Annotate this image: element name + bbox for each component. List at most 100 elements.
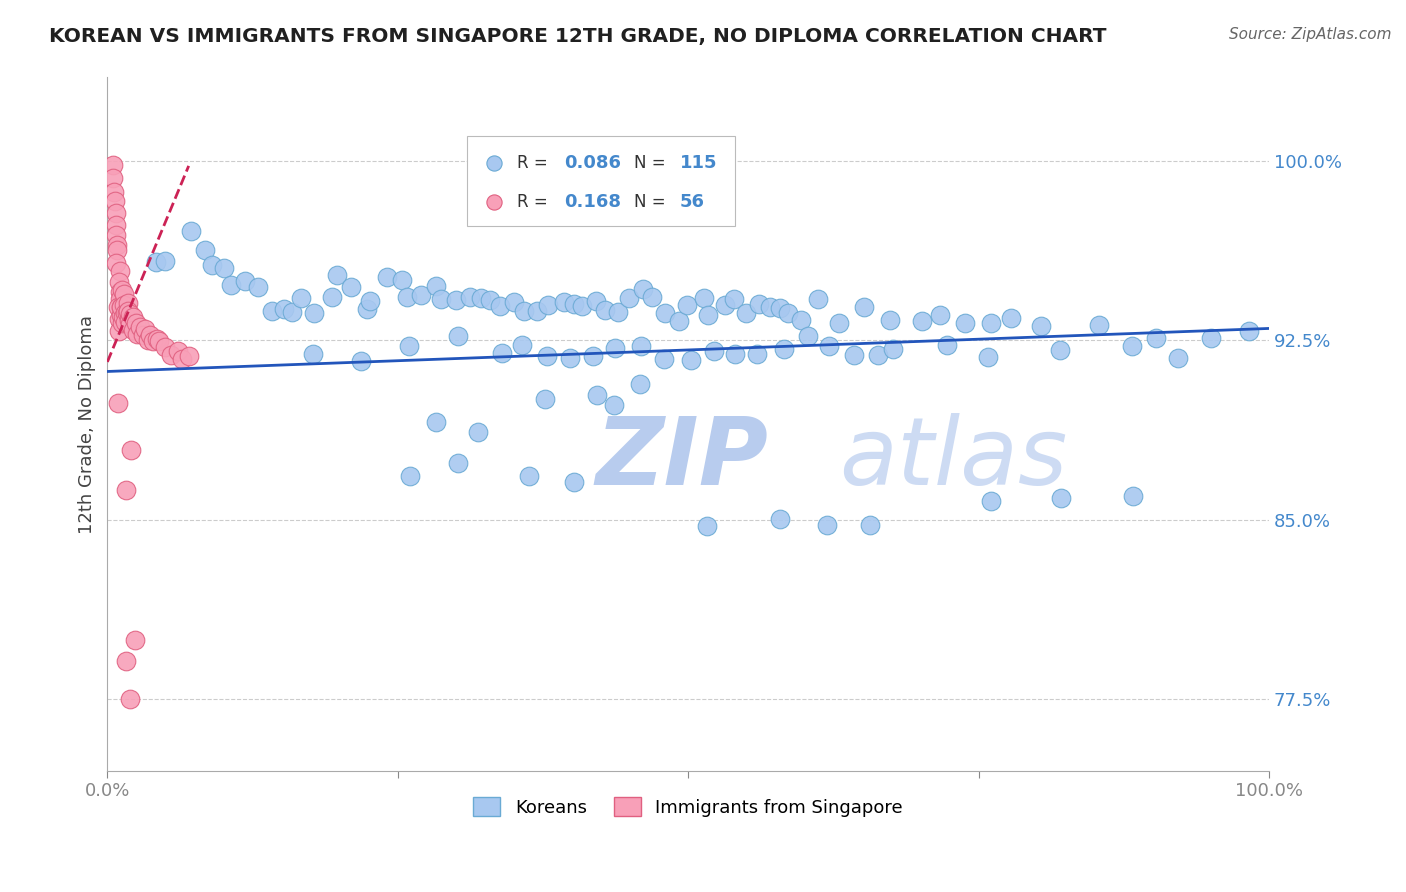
Point [108, 285, 131, 299]
Point [593, 302, 616, 317]
Text: N =: N = [634, 194, 671, 211]
Point [302, 347, 325, 361]
Point [980, 317, 1002, 331]
Point [136, 333, 159, 347]
Point [607, 304, 630, 318]
Point [108, 312, 131, 326]
Legend: Koreans, Immigrants from Singapore: Koreans, Immigrants from Singapore [465, 790, 910, 824]
Text: ZIP: ZIP [595, 413, 768, 505]
Point [510, 337, 533, 351]
Point [118, 307, 141, 321]
Point [470, 291, 492, 305]
Point [111, 310, 134, 325]
Point [564, 475, 586, 490]
Point [582, 349, 605, 363]
Point [105, 237, 128, 252]
Point [776, 305, 799, 319]
Point [513, 304, 536, 318]
Point [114, 315, 136, 329]
Point [447, 456, 470, 470]
Point [108, 264, 131, 278]
Point [101, 170, 124, 185]
Point [110, 300, 132, 314]
Text: Source: ZipAtlas.com: Source: ZipAtlas.com [1229, 27, 1392, 42]
Point [654, 306, 676, 320]
Text: R =: R = [517, 154, 554, 172]
Point [536, 349, 558, 363]
Point [772, 342, 794, 356]
Point [1000, 311, 1022, 326]
Point [444, 293, 467, 307]
Point [1029, 319, 1052, 334]
Point [399, 469, 422, 483]
Point [1144, 331, 1167, 345]
Point [517, 468, 540, 483]
Point [115, 483, 138, 498]
Point [134, 321, 156, 335]
Point [430, 292, 453, 306]
Point [692, 292, 714, 306]
Point [1237, 324, 1260, 338]
Point [212, 260, 235, 275]
Point [350, 354, 373, 368]
Point [112, 287, 135, 301]
Point [585, 388, 607, 402]
Text: 115: 115 [681, 154, 717, 172]
Point [114, 654, 136, 668]
Point [859, 518, 882, 533]
Point [179, 349, 201, 363]
Point [180, 223, 202, 237]
Point [560, 351, 582, 365]
Point [219, 278, 242, 293]
Point [304, 305, 326, 319]
Point [104, 194, 127, 209]
Point [194, 243, 217, 257]
Point [290, 291, 312, 305]
Point [724, 346, 747, 360]
Point [107, 395, 129, 409]
Text: atlas: atlas [839, 413, 1067, 504]
Point [145, 255, 167, 269]
Point [815, 518, 838, 533]
Text: 56: 56 [681, 194, 704, 211]
Text: KOREAN VS IMMIGRANTS FROM SINGAPORE 12TH GRADE, NO DIPLOMA CORRELATION CHART: KOREAN VS IMMIGRANTS FROM SINGAPORE 12TH… [49, 27, 1107, 45]
Point [882, 343, 904, 357]
Point [488, 299, 510, 313]
Point [980, 494, 1002, 508]
Point [734, 305, 756, 319]
Point [201, 259, 224, 273]
Point [117, 295, 139, 310]
Point [585, 293, 607, 308]
Point [273, 301, 295, 316]
Point [121, 323, 143, 337]
Point [676, 297, 699, 311]
Text: R =: R = [517, 194, 554, 211]
Point [842, 348, 865, 362]
Point [458, 290, 481, 304]
Point [1050, 491, 1073, 505]
Point [105, 256, 128, 270]
Point [103, 185, 125, 199]
Point [807, 292, 830, 306]
Point [479, 293, 502, 307]
Point [911, 314, 934, 328]
Point [110, 301, 132, 315]
Point [748, 297, 770, 311]
Point [571, 300, 593, 314]
Point [769, 512, 792, 526]
Point [534, 392, 557, 406]
Point [723, 293, 745, 307]
Point [132, 327, 155, 342]
Point [668, 314, 690, 328]
Point [879, 313, 901, 327]
Point [769, 301, 792, 315]
Point [1088, 318, 1111, 332]
Point [1122, 489, 1144, 503]
Point [641, 290, 664, 304]
Point [107, 300, 129, 314]
Point [120, 442, 142, 457]
Point [853, 300, 876, 314]
Point [703, 343, 725, 358]
Point [654, 351, 676, 366]
Point [1167, 351, 1189, 366]
